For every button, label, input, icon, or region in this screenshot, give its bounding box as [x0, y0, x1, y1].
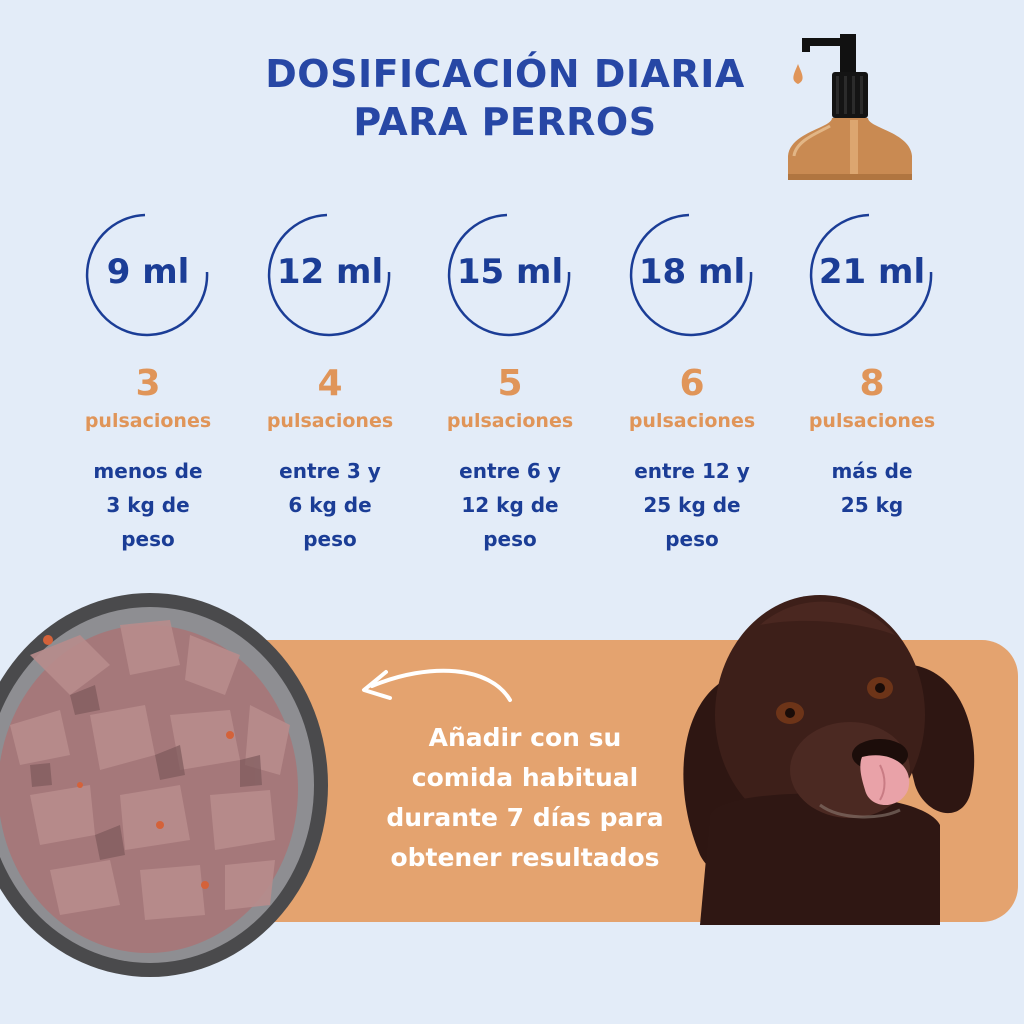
pulse-unit: pulsaciones	[808, 410, 936, 432]
dose-ml: 9 ml	[106, 252, 190, 292]
weight-range: más de 25 kg	[782, 454, 962, 522]
weight-range: menos de 3 kg de peso	[58, 454, 238, 556]
pulse-count: 4	[317, 363, 343, 404]
weight-line: 12 kg de	[461, 493, 559, 517]
weight-line: más de	[831, 459, 913, 483]
dose-circle: 21 ml	[807, 210, 937, 340]
dose-circle: 18 ml	[627, 210, 757, 340]
food-bowl-image	[0, 593, 328, 977]
weight-line: 25 kg de	[643, 493, 741, 517]
dose-ml: 21 ml	[818, 252, 926, 292]
dose-circle: 12 ml	[265, 210, 395, 340]
weight-line: 6 kg de	[288, 493, 372, 517]
pulse-count: 3	[135, 363, 161, 404]
pulse-unit: pulsaciones	[628, 410, 756, 432]
pulse-count: 8	[859, 363, 885, 404]
pulse-unit: pulsaciones	[84, 410, 212, 432]
instruction-line: Añadir con su	[428, 723, 622, 752]
pulse-unit: pulsaciones	[446, 410, 574, 432]
dose-circle: 15 ml	[445, 210, 575, 340]
weight-range: entre 3 y 6 kg de peso	[240, 454, 420, 556]
instruction-line: durante 7 días para	[386, 803, 664, 832]
weight-line: entre 12 y	[634, 459, 750, 483]
pulse-unit: pulsaciones	[266, 410, 394, 432]
weight-range: entre 12 y 25 kg de peso	[602, 454, 782, 556]
page-title: DOSIFICACIÓN DIARIA PARA PERROS	[180, 50, 830, 146]
page-title-line-2: PARA PERROS	[353, 100, 657, 144]
pump-bottle-icon	[788, 34, 912, 180]
instruction-text: Añadir con su comida habitual durante 7 …	[365, 718, 685, 878]
weight-line: peso	[483, 527, 537, 551]
dose-column-5: 21 ml 8 pulsaciones más de 25 kg	[782, 210, 962, 522]
weight-range: entre 6 y 12 kg de peso	[420, 454, 600, 556]
dose-ml: 18 ml	[638, 252, 746, 292]
dose-ml: 12 ml	[276, 252, 384, 292]
weight-line: entre 3 y	[279, 459, 381, 483]
pulse-count: 5	[497, 363, 523, 404]
weight-line: entre 6 y	[459, 459, 561, 483]
pulse-count: 6	[679, 363, 705, 404]
dose-column-2: 12 ml 4 pulsaciones entre 3 y 6 kg de pe…	[240, 210, 420, 556]
weight-line: peso	[665, 527, 719, 551]
dose-column-3: 15 ml 5 pulsaciones entre 6 y 12 kg de p…	[420, 210, 600, 556]
dose-ml: 15 ml	[456, 252, 564, 292]
instruction-line: obtener resultados	[390, 843, 660, 872]
dose-circle: 9 ml	[83, 210, 213, 340]
weight-line: menos de	[93, 459, 203, 483]
weight-line: peso	[303, 527, 357, 551]
instruction-line: comida habitual	[411, 763, 639, 792]
weight-line: 25 kg	[840, 493, 904, 517]
curved-arrow-left-icon	[362, 668, 512, 702]
dog-image	[683, 595, 975, 925]
page-title-line-1: DOSIFICACIÓN DIARIA	[265, 52, 745, 96]
dose-column-4: 18 ml 6 pulsaciones entre 12 y 25 kg de …	[602, 210, 782, 556]
weight-line: peso	[121, 527, 175, 551]
dose-column-1: 9 ml 3 pulsaciones menos de 3 kg de peso	[58, 210, 238, 556]
weight-line: 3 kg de	[106, 493, 190, 517]
